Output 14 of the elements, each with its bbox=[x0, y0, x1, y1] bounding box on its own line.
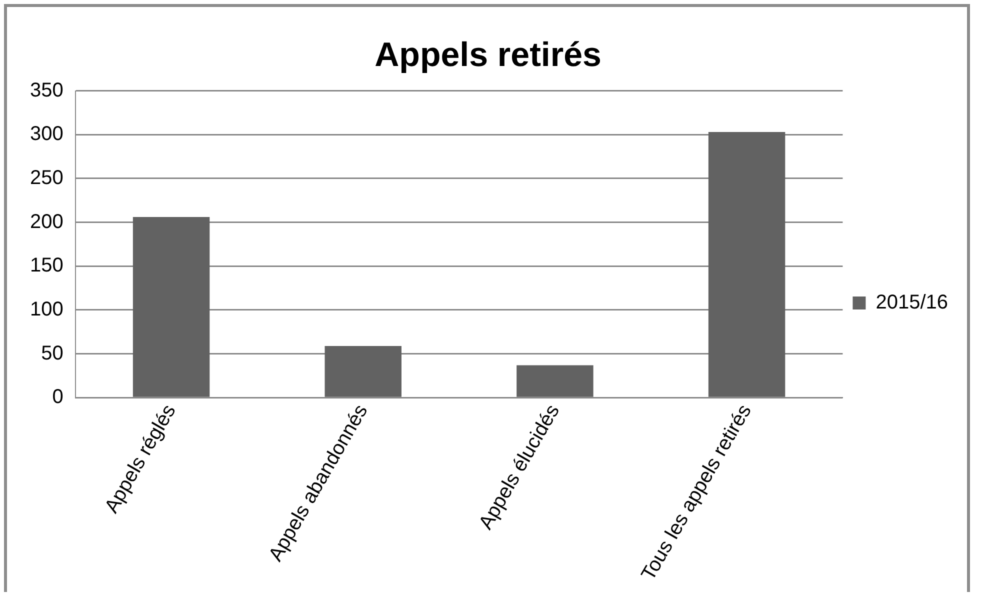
bar bbox=[708, 132, 786, 397]
y-tick-label: 300 bbox=[30, 123, 64, 146]
y-tick-label: 0 bbox=[52, 386, 64, 408]
chart-title: Appels retirés bbox=[374, 36, 602, 74]
legend-label: 2015/16 bbox=[876, 292, 948, 314]
y-tick-label: 150 bbox=[30, 254, 64, 277]
y-tick-label: 100 bbox=[30, 298, 64, 321]
y-tick-label: 350 bbox=[30, 79, 64, 102]
bar bbox=[516, 365, 594, 397]
y-tick-label: 250 bbox=[30, 166, 64, 189]
bar bbox=[324, 346, 402, 397]
bar bbox=[132, 217, 210, 397]
y-tick-label: 200 bbox=[30, 210, 64, 233]
y-tick-label: 50 bbox=[41, 342, 64, 364]
